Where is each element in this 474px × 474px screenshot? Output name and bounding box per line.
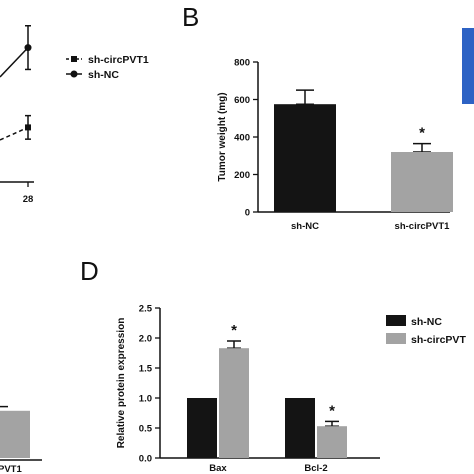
bar-sh-circPVT1 <box>391 152 453 212</box>
panel-c-bar-sh-circPVT1 <box>0 410 30 458</box>
panel-d-y-axis-label: Relative protein expression <box>116 318 127 449</box>
legend-label-sh-NC: sh-NC <box>88 69 119 81</box>
legend-swatch-sh-NC <box>386 315 406 326</box>
panel-c-x-tick-label: PVT1 <box>0 464 22 474</box>
bar-group-Bax-sh-NC <box>187 398 217 458</box>
bar-group-Bcl-2-sh-circPVT1 <box>317 420 347 458</box>
bar-group-sh-NC <box>274 89 336 212</box>
panel-d-significance-star-bcl2: * <box>329 402 335 419</box>
panel-a-x-tick-label: 28 <box>23 194 34 205</box>
bar-group-Bcl-2-sh-NC <box>285 398 315 458</box>
panel-b-y-ticks: 0 200 400 600 800 <box>234 58 258 219</box>
panel-b-bars <box>274 89 453 212</box>
data-point-sh-circPVT1 <box>25 124 31 131</box>
y-tick-label: 800 <box>234 58 250 69</box>
panel-d-bars <box>187 340 347 458</box>
y-tick-label: 1.5 <box>139 364 153 375</box>
y-tick-label: 600 <box>234 95 250 106</box>
panel-a-line-chart: 28 sh-circPVT1 sh-NC <box>0 25 149 205</box>
legend-marker-sh-circPVT1 <box>71 56 77 62</box>
bar-Bax-sh-circPVT1 <box>219 348 249 458</box>
bar-sh-NC <box>274 104 336 212</box>
panel-label-b: B <box>182 2 199 32</box>
panel-b-bar-chart: 0 200 400 600 800 Tumor weight (mg) sh-NC sh… <box>217 58 453 232</box>
legend-marker-sh-NC <box>70 70 78 78</box>
tumor-image-strip <box>462 28 474 104</box>
legend-label-sh-circPVT1: sh-circPVT <box>411 334 466 346</box>
panel-b-y-axis-label: Tumor weight (mg) <box>217 92 228 181</box>
y-tick-label: 1.0 <box>139 394 152 405</box>
bar-Bcl-2-sh-NC <box>285 398 315 458</box>
panel-c-bar-chart-partial: PVT1 <box>0 405 42 474</box>
y-tick-label: 0 <box>245 208 250 219</box>
legend-label-sh-circPVT1: sh-circPVT1 <box>88 54 149 66</box>
panel-d-x-tick-label-bcl2: Bcl-2 <box>304 463 327 474</box>
panel-d-y-ticks: 0.0 0.5 1.0 1.5 2.0 2.5 <box>139 304 160 465</box>
data-point-sh-NC <box>24 44 32 52</box>
series-line-sh-NC <box>0 47 29 78</box>
y-tick-label: 2.0 <box>139 334 152 345</box>
legend-swatch-sh-circPVT1 <box>386 333 406 344</box>
y-tick-label: 400 <box>234 133 250 144</box>
panel-d-legend: sh-NC sh-circPVT <box>386 315 466 346</box>
bar-Bcl-2-sh-circPVT1 <box>317 426 347 458</box>
panel-b-significance-star: * <box>419 125 425 142</box>
y-tick-label: 2.5 <box>139 304 153 315</box>
panel-a-legend: sh-circPVT1 sh-NC <box>66 54 149 81</box>
legend-label-sh-NC: sh-NC <box>411 316 442 328</box>
series-line-sh-circPVT1 <box>0 126 29 141</box>
y-tick-label: 200 <box>234 170 250 181</box>
panel-d-significance-star-bax: * <box>231 322 237 339</box>
panel-b-x-tick-label-sh-NC: sh-NC <box>291 221 319 232</box>
y-tick-label: 0.5 <box>139 424 153 435</box>
bar-Bax-sh-NC <box>187 398 217 458</box>
panel-d-grouped-bar-chart: 0.0 0.5 1.0 1.5 2.0 2.5 Relative protein expr… <box>116 304 466 474</box>
panel-label-d: D <box>80 256 99 286</box>
panel-b-x-tick-label-sh-circPVT1: sh-circPVT1 <box>395 221 451 232</box>
bar-group-Bax-sh-circPVT1 <box>219 340 249 458</box>
bar-group-sh-circPVT1 <box>391 142 453 212</box>
panel-d-x-tick-label-bax: Bax <box>209 463 227 474</box>
y-tick-label: 0.0 <box>139 454 152 465</box>
